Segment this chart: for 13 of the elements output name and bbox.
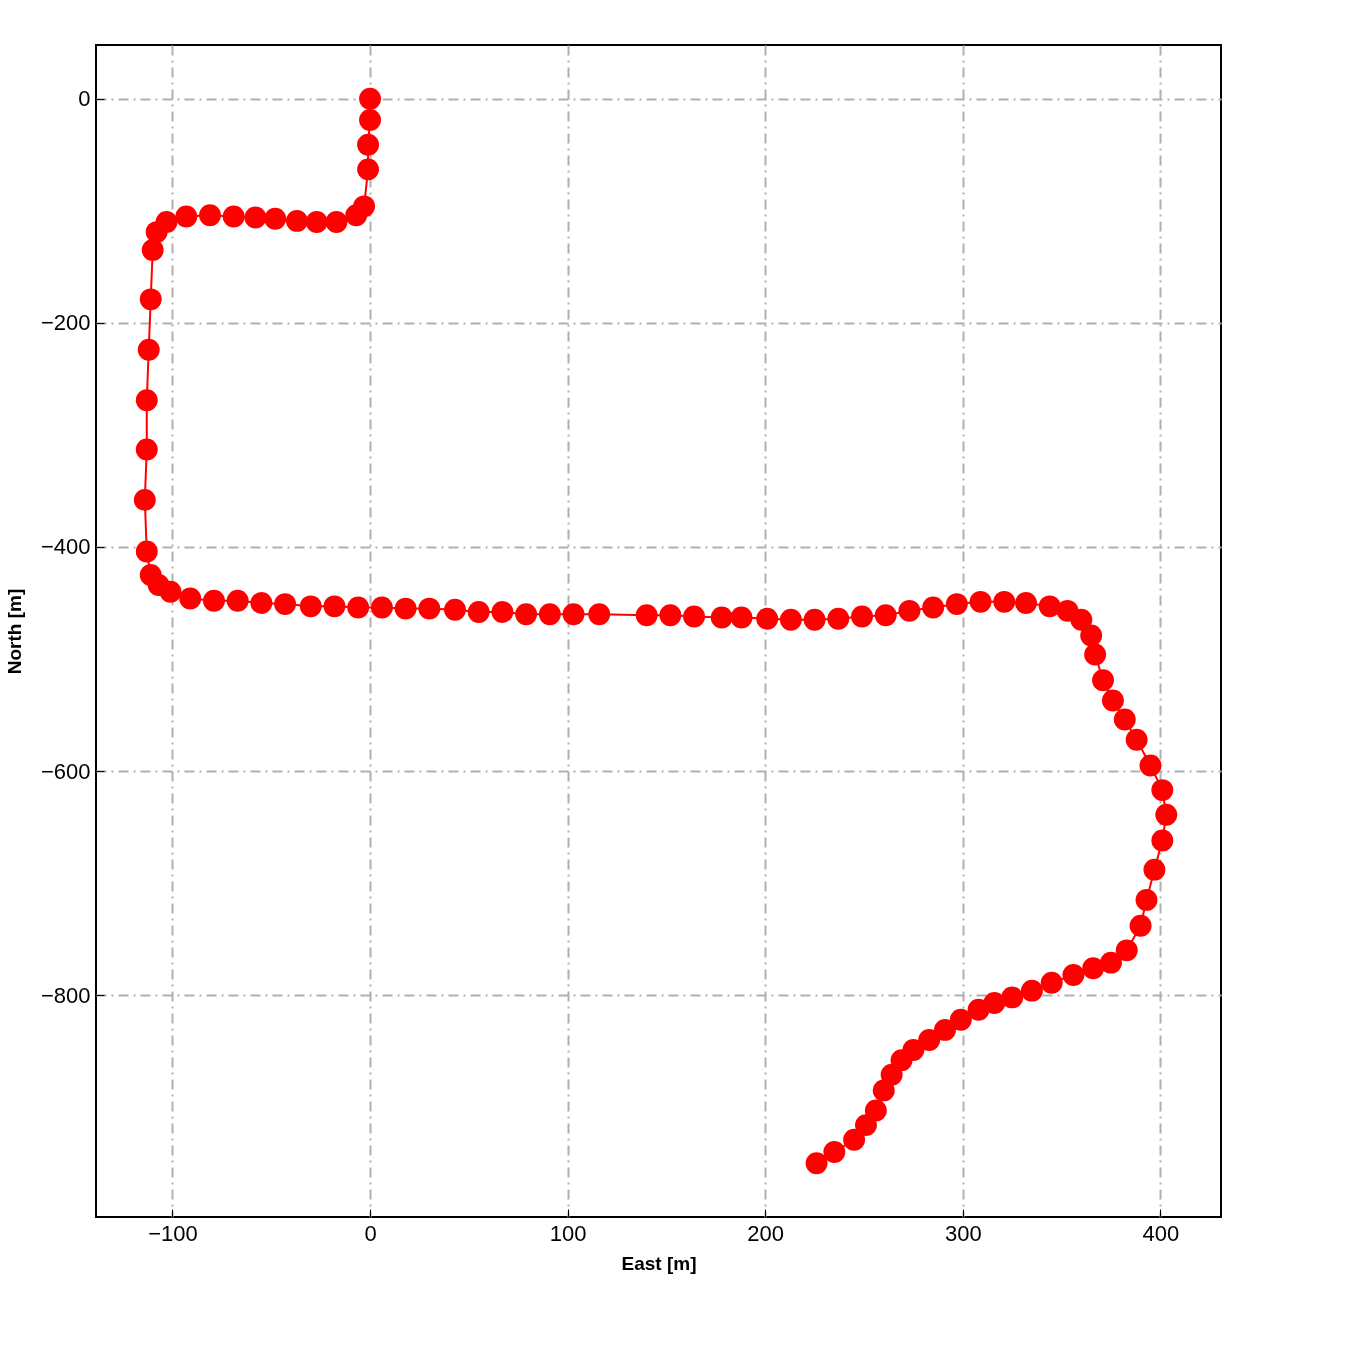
x-tick-label: 200 <box>747 1220 785 1246</box>
x-tick-label: −100 <box>148 1220 198 1246</box>
y-tick-label: −800 <box>40 982 91 1008</box>
y-tick-label: −600 <box>40 758 91 784</box>
x-tick-label: 400 <box>1142 1220 1180 1246</box>
y-axis-title: North [m] <box>3 588 25 675</box>
y-tick-label: −200 <box>40 310 91 336</box>
x-tick-label: 300 <box>944 1220 982 1246</box>
x-axis-title: East [m] <box>621 1252 697 1274</box>
x-tick-label: 100 <box>549 1220 587 1246</box>
y-tick-label: −400 <box>40 534 91 560</box>
y-tick-label: 0 <box>78 86 91 112</box>
x-tick-label: 0 <box>364 1220 377 1246</box>
